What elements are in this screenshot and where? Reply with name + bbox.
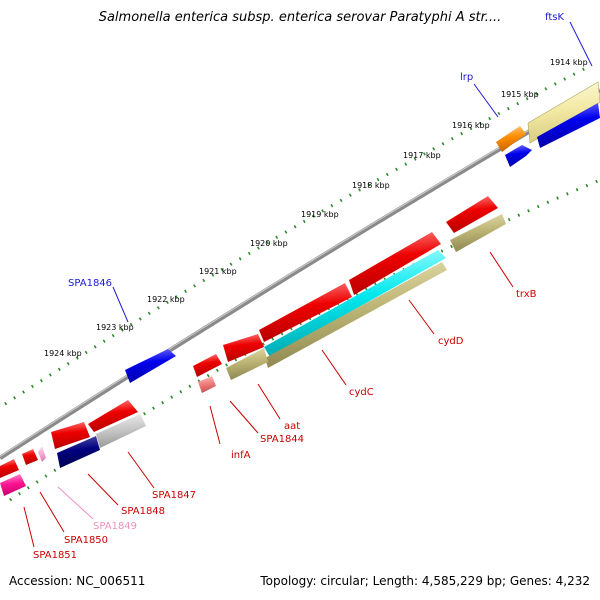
leader-cydD: [408, 299, 435, 335]
gene-label-cydD: cydD: [438, 336, 464, 347]
gene-block-SPA1848: [51, 422, 90, 449]
gene-block-cydD: [349, 232, 441, 295]
leader-SPA1847: [127, 451, 155, 489]
leader-lrp: [473, 83, 499, 118]
gene-block-trxB: [446, 196, 498, 233]
gene-label-SPA1851: SPA1851: [33, 550, 77, 561]
inner-strand-features: [0, 196, 506, 496]
gene-labels: ftsK lrp SPA1846 trxB cydD cydC aat SPA1…: [33, 12, 564, 561]
gene-label-SPA1844: SPA1844: [260, 434, 304, 445]
gene-block-olive-2: [265, 262, 447, 368]
genome-summary-label: Topology: circular; Length: 4,585,229 bp…: [260, 574, 590, 588]
gene-label-cydC: cydC: [349, 387, 374, 398]
gene-label-trxB: trxB: [516, 289, 537, 300]
scale-label-1918: 1918 kbp: [352, 181, 390, 190]
scale-label-1915: 1915 kbp: [501, 90, 539, 99]
leader-cydC: [321, 349, 347, 386]
gene-label-infA: infA: [231, 450, 251, 461]
leader-aat: [257, 383, 281, 420]
leader-lines: [23, 21, 593, 548]
gene-block-pink: [0, 474, 26, 496]
gene-label-SPA1846: SPA1846: [68, 278, 112, 289]
gene-label-ftsK: ftsK: [545, 12, 564, 23]
leader-infA: [209, 405, 221, 445]
gene-block-pale-yellow: [527, 81, 600, 144]
gene-block-aat: [223, 334, 264, 362]
gene-block-SPA1849: [38, 446, 46, 462]
gene-block-blue-small: [505, 145, 532, 167]
outer-strand-features: [125, 81, 600, 383]
gene-block-cyan: [264, 250, 446, 357]
leader-SPA1846: [112, 286, 129, 323]
scale-label-1914: 1914 kbp: [550, 58, 588, 67]
gene-block-spa1846-blue: [125, 349, 176, 383]
gene-label-SPA1847: SPA1847: [152, 490, 196, 501]
leader-SPA1850: [39, 491, 65, 533]
leader-ftsK: [569, 21, 593, 67]
scale-label-1920: 1920 kbp: [250, 239, 288, 248]
leader-SPA1844: [229, 400, 259, 434]
map-title: Salmonella enterica subsp. enterica sero…: [98, 10, 502, 25]
scale-label-1922: 1922 kbp: [147, 295, 185, 304]
leader-SPA1849: [57, 486, 94, 520]
gene-label-SPA1848: SPA1848: [121, 506, 165, 517]
gene-label-SPA1849: SPA1849: [93, 521, 137, 532]
outer-tick-row: [4, 64, 591, 406]
leader-trxB: [489, 251, 514, 288]
gene-label-aat: aat: [284, 421, 300, 432]
scale-label-1919: 1919 kbp: [301, 210, 339, 219]
scale-label-1917: 1917 kbp: [403, 151, 441, 160]
gene-block-navy: [57, 436, 100, 468]
gene-block-lrp-orange: [496, 126, 526, 152]
accession-label: Accession: NC_006511: [9, 574, 146, 588]
gene-block-blue-large: [537, 103, 600, 148]
gene-block-SPA1844: [193, 354, 222, 377]
scale-labels: 1914 kbp 1915 kbp 1916 kbp 1917 kbp 1918…: [44, 58, 588, 358]
gene-label-lrp: lrp: [460, 72, 473, 83]
gene-block-SPA1850: [22, 449, 38, 465]
gene-block-olive-aat: [226, 348, 268, 380]
gene-block-SPA1847: [88, 400, 138, 432]
scale-label-1923: 1923 kbp: [96, 323, 134, 332]
scale-label-1921: 1921 kbp: [199, 267, 237, 276]
gene-block-infA: [198, 376, 216, 393]
gene-block-olive-1: [450, 214, 506, 252]
gene-block-cydC: [259, 283, 352, 342]
gene-label-SPA1850: SPA1850: [64, 535, 108, 546]
gene-block-gray: [96, 414, 146, 448]
leader-SPA1851: [23, 506, 35, 548]
gene-block-SPA1851: [0, 459, 19, 478]
leader-SPA1848: [87, 473, 119, 506]
scale-label-1924: 1924 kbp: [44, 349, 82, 358]
scale-label-1916: 1916 kbp: [452, 121, 490, 130]
